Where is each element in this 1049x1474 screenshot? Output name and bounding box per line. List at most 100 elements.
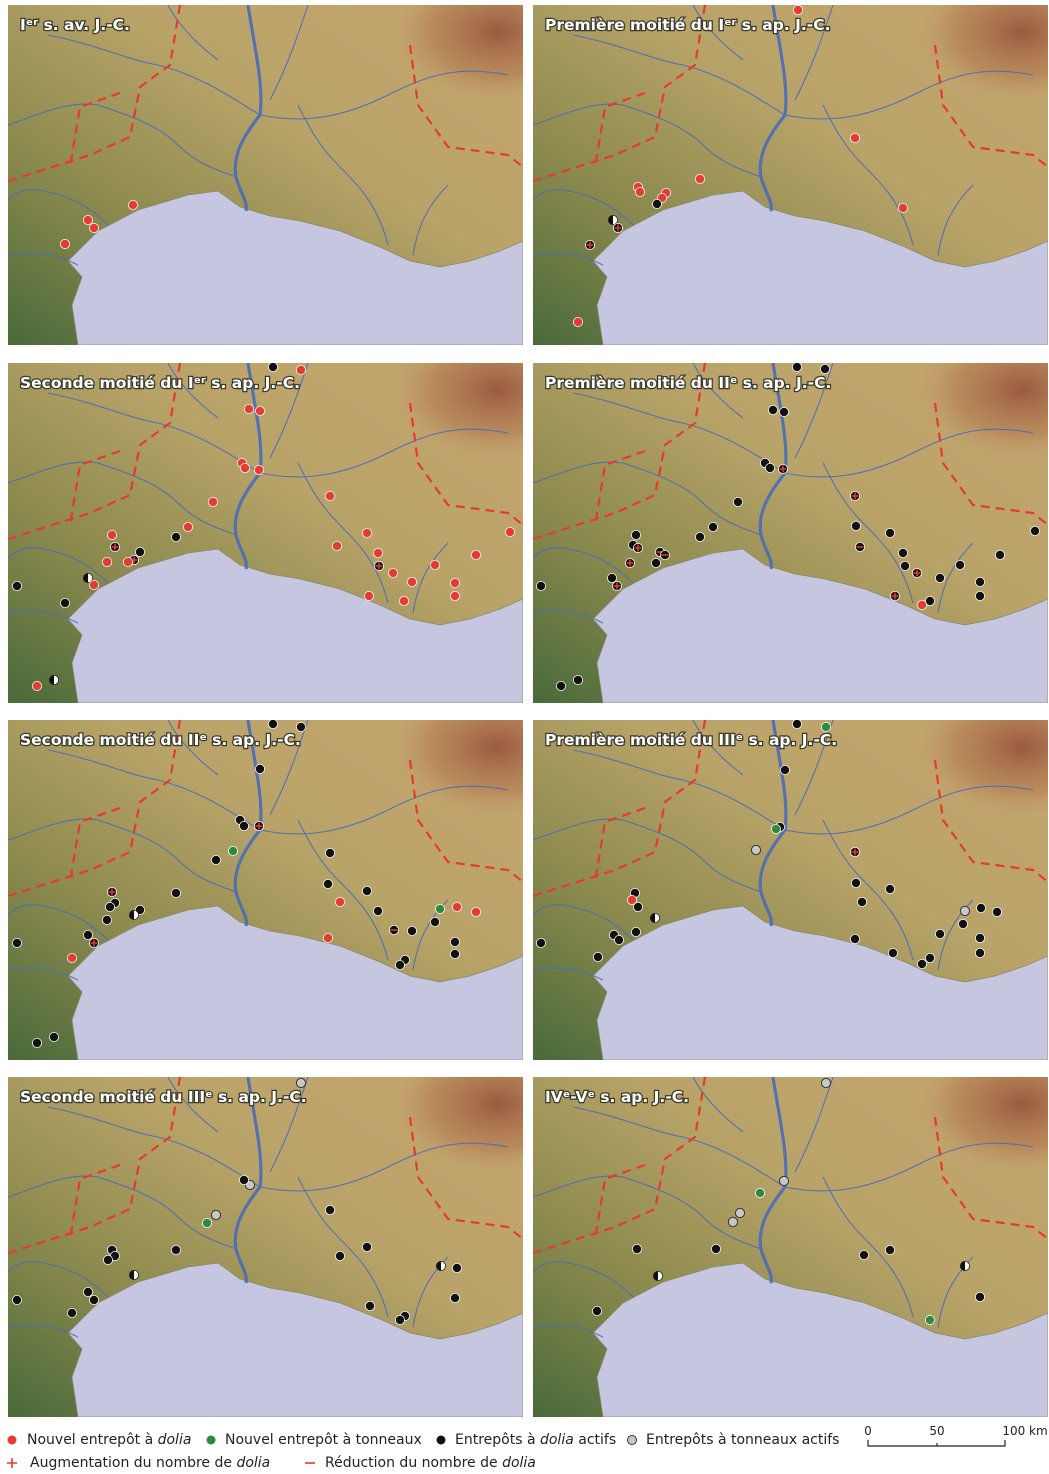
marker-body: [556, 681, 565, 690]
site-marker: [992, 907, 1001, 916]
base-map: [8, 5, 523, 345]
marker-body: [898, 548, 907, 557]
site-marker: [850, 133, 859, 142]
marker-body: [768, 405, 777, 414]
marker-body: [83, 1287, 92, 1296]
site-marker: [107, 530, 116, 539]
base-map: [533, 363, 1048, 703]
legend-text: Entrepôts à: [455, 1432, 540, 1448]
site-marker: [912, 568, 921, 577]
marker-body: [857, 897, 866, 906]
site-marker: [335, 897, 344, 906]
marker-body: [365, 1301, 374, 1310]
marker-body: [859, 1250, 868, 1259]
site-marker: [123, 557, 132, 566]
site-marker: [450, 937, 459, 946]
marker-body: [89, 223, 98, 232]
site-marker: [365, 1301, 374, 1310]
marker-body: [183, 522, 192, 531]
marker-body: [452, 902, 461, 911]
map-panel: Première moitié du Iᵉʳ s. ap. J.-C.: [533, 5, 1048, 345]
marker-body: [255, 406, 264, 415]
site-marker: [592, 1306, 601, 1315]
site-marker: [635, 187, 644, 196]
site-marker: [296, 1078, 305, 1087]
site-marker: [32, 681, 41, 690]
site-marker: [779, 407, 788, 416]
site-marker: [851, 878, 860, 887]
marker-body: [955, 560, 964, 569]
scale-label: 50: [929, 1424, 944, 1438]
site-marker: [83, 215, 92, 224]
marker-body: [792, 719, 801, 728]
site-marker: [49, 675, 58, 684]
site-marker: [12, 938, 21, 947]
marker-body: [450, 1293, 459, 1302]
marker-body: [735, 1208, 744, 1217]
site-marker: [208, 497, 217, 506]
site-marker: [135, 547, 144, 556]
site-marker: [364, 591, 373, 600]
site-marker: [362, 528, 371, 537]
site-marker: [779, 1176, 788, 1185]
site-marker: [450, 1293, 459, 1302]
panel-title: Seconde moitié du IIIᵉ s. ap. J.-C.: [20, 1088, 307, 1106]
legend-text: Nouvel entrepôt à tonneaux: [225, 1432, 422, 1448]
site-marker: [202, 1218, 211, 1227]
legend-text: Entrepôts à tonneaux actifs: [646, 1432, 839, 1448]
marker-body: [12, 1295, 21, 1304]
legend-entry: Augmentation du nombre de dolia: [30, 1455, 270, 1471]
site-marker: [708, 522, 717, 531]
marker-body: [573, 317, 582, 326]
site-marker: [855, 542, 864, 551]
marker-body: [171, 888, 180, 897]
site-marker: [608, 215, 617, 224]
site-marker: [60, 239, 69, 248]
marker-body: [60, 598, 69, 607]
map-panel: Première moitié du IIIᵉ s. ap. J.-C.: [533, 719, 1048, 1060]
legend-text: Augmentation du nombre de: [30, 1455, 236, 1471]
marker-body: [711, 1244, 720, 1253]
marker-body: [323, 879, 332, 888]
marker-body: [975, 1292, 984, 1301]
site-marker: [373, 548, 382, 557]
site-marker: [631, 530, 640, 539]
site-marker: [573, 675, 582, 684]
marker-body: [633, 902, 642, 911]
site-marker: [362, 886, 371, 895]
marker-body: [780, 765, 789, 774]
marker-body: [536, 938, 545, 947]
marker-body: [888, 948, 897, 957]
site-marker: [792, 362, 801, 371]
site-marker: [820, 364, 829, 373]
site-marker: [975, 948, 984, 957]
site-marker: [211, 855, 220, 864]
marker-body: [450, 949, 459, 958]
marker-body: [592, 1306, 601, 1315]
legend-text: dolia: [540, 1432, 574, 1448]
site-marker: [900, 561, 909, 570]
marker-body: [239, 821, 248, 830]
site-marker: [850, 934, 859, 943]
site-marker: [1030, 526, 1039, 535]
legend-text: Réduction du nombre de: [325, 1455, 502, 1471]
site-marker: [67, 1308, 76, 1317]
marker-body: [323, 933, 332, 942]
marker-body: [12, 938, 21, 947]
site-marker: [925, 1315, 934, 1324]
site-marker: [556, 681, 565, 690]
marker-body: [450, 591, 459, 600]
site-marker: [631, 927, 640, 936]
site-marker: [975, 591, 984, 600]
site-marker: [614, 935, 623, 944]
site-marker: [325, 491, 334, 500]
scale-label: 0: [864, 1424, 872, 1438]
site-marker: [536, 581, 545, 590]
marker-body: [652, 199, 661, 208]
marker-body: [851, 521, 860, 530]
site-marker: [171, 532, 180, 541]
site-marker: [471, 907, 480, 916]
marker-body: [373, 548, 382, 557]
site-marker: [958, 919, 967, 928]
panel-title: IVᵉ-Vᵉ s. ap. J.-C.: [545, 1088, 689, 1106]
